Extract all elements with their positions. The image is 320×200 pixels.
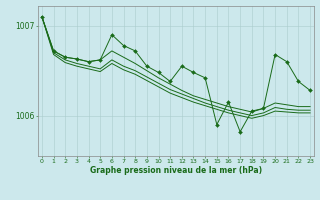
X-axis label: Graphe pression niveau de la mer (hPa): Graphe pression niveau de la mer (hPa) [90,166,262,175]
